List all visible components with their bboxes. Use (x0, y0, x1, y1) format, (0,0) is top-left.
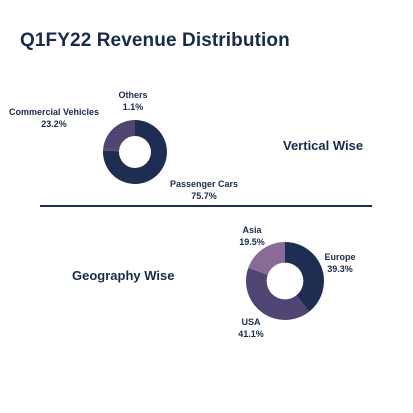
slice-label-usa-name: USA (241, 317, 261, 327)
vertical-wise-title: Vertical Wise (283, 138, 364, 153)
slice-label-asia-name: Asia (242, 225, 262, 235)
geography-donut-chart (246, 242, 324, 320)
slice-others (103, 148, 120, 152)
page-title: Q1FY22 Revenue Distribution (20, 30, 290, 51)
slice-label-europe-value: 39.3% (327, 264, 353, 274)
slice-label-asia-value: 19.5% (239, 237, 265, 247)
slice-label-commercial-vehicles-name: Commercial Vehicles (8, 107, 100, 117)
slice-label-europe-name: Europe (324, 252, 356, 262)
slice-label-commercial-vehicles: Commercial Vehicles 23.2% (4, 106, 104, 130)
slice-label-others-name: Others (118, 90, 148, 100)
geography-wise-title: Geography Wise (72, 268, 175, 283)
slice-label-others-value: 1.1% (122, 102, 144, 112)
slice-label-europe: Europe 39.3% (320, 251, 360, 275)
slice-passenger-cars (103, 120, 167, 184)
slice-label-commercial-vehicles-value: 23.2% (41, 119, 67, 129)
slice-asia (248, 242, 285, 275)
section-divider (40, 205, 372, 207)
vertical-donut-chart (103, 120, 167, 184)
slice-commercial-vehicles (103, 120, 135, 151)
slice-label-usa-value: 41.1% (238, 329, 264, 339)
slice-usa (246, 267, 310, 320)
slice-label-asia: Asia 19.5% (236, 224, 268, 248)
slice-label-passenger-cars-name: Passenger Cars (169, 179, 239, 189)
slice-label-usa: USA 41.1% (234, 316, 268, 340)
slice-europe (285, 242, 324, 312)
slice-label-passenger-cars: Passenger Cars 75.7% (166, 178, 242, 202)
slice-label-others: Others 1.1% (118, 89, 148, 113)
slice-label-passenger-cars-value: 75.7% (191, 191, 217, 201)
